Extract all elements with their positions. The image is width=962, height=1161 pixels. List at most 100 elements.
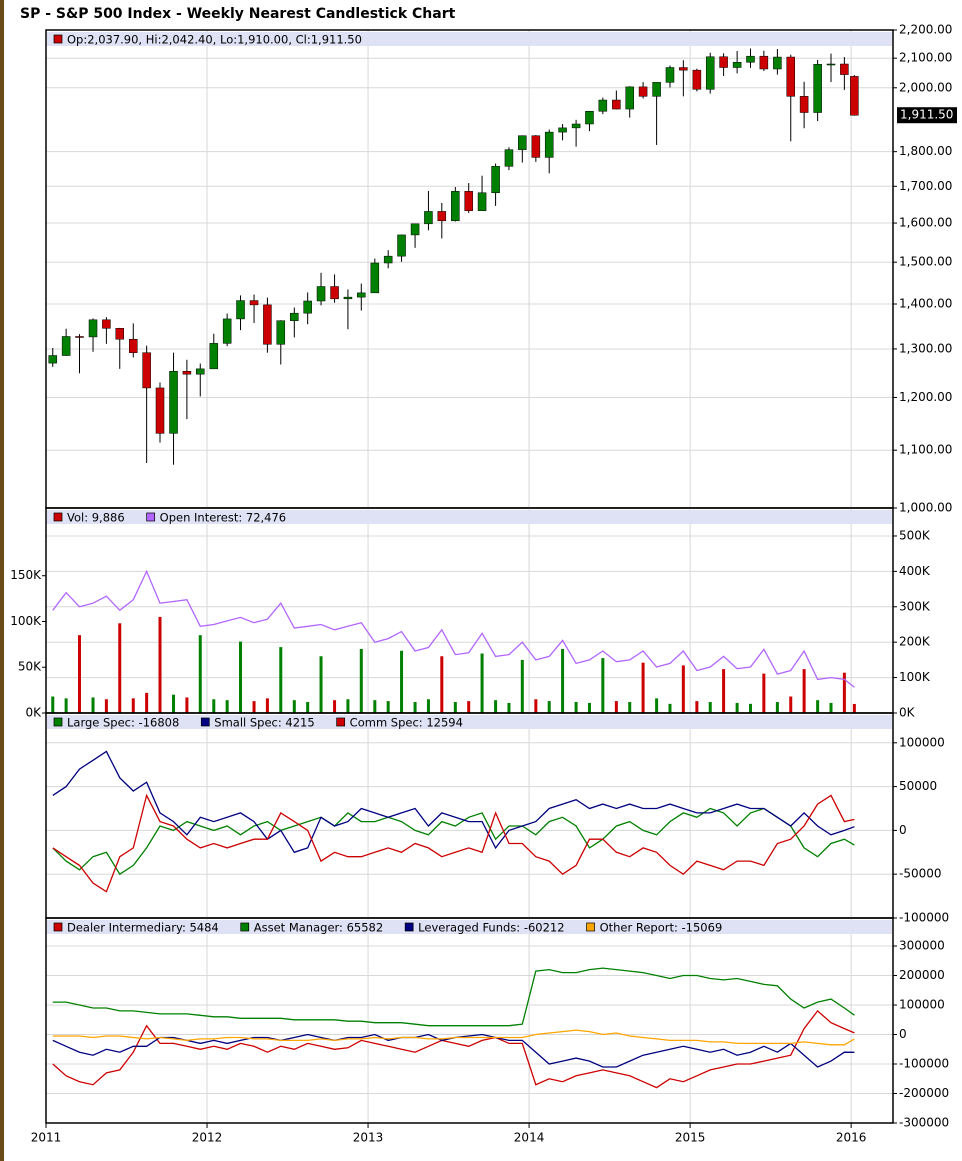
candle-body xyxy=(850,76,859,116)
legend-swatch xyxy=(53,512,63,522)
candle-body xyxy=(370,262,380,294)
y-tick-label: 500K xyxy=(899,528,931,542)
y-tick-label: 300000 xyxy=(899,939,945,953)
y-tick-label: 1,600.00 xyxy=(899,216,952,230)
candle-body xyxy=(799,96,809,113)
candle-body xyxy=(343,296,353,300)
legend-label: Small Spec: 4215 xyxy=(214,716,314,730)
volume-bar xyxy=(225,700,229,713)
candle-body xyxy=(61,336,71,356)
y-tick-label: 100K xyxy=(10,614,42,628)
candle-body xyxy=(316,286,326,302)
volume-bar xyxy=(762,673,766,713)
volume-bar xyxy=(695,701,699,713)
candle-body xyxy=(544,131,554,158)
y-tick-label: 50000 xyxy=(899,779,937,793)
candle-body xyxy=(826,63,836,66)
volume-bar xyxy=(131,698,135,713)
legend-swatch xyxy=(336,717,346,727)
volume-bar xyxy=(279,647,283,713)
legend-swatch xyxy=(53,922,63,932)
volume-bar xyxy=(145,692,149,713)
volume-bar xyxy=(829,702,833,713)
legend-label: Open Interest: 72,476 xyxy=(160,511,286,525)
legend-swatch xyxy=(146,512,156,522)
legend-swatch xyxy=(53,717,63,727)
volume-bar xyxy=(426,699,430,713)
candle-body xyxy=(48,355,58,364)
volume-bar xyxy=(816,700,820,713)
legend-swatch xyxy=(404,922,414,932)
y-tick-label: 1,800.00 xyxy=(899,144,952,158)
candle-body xyxy=(75,336,84,338)
candle-body xyxy=(129,338,138,353)
y-tick-label: 50K xyxy=(18,660,42,674)
candle-body xyxy=(451,191,460,222)
series-line xyxy=(52,793,855,893)
candle-body xyxy=(357,292,366,298)
volume-bar xyxy=(440,656,444,713)
volume-bar xyxy=(842,672,846,713)
legend-label: Other Report: -15069 xyxy=(600,921,723,935)
y-tick-label: 2,000.00 xyxy=(899,80,952,94)
volume-bar xyxy=(681,665,685,713)
legend-label: Op:2,037.90, Hi:2,042.40, Lo:1,910.00, C… xyxy=(67,33,362,47)
candle-body xyxy=(397,234,406,257)
chart-title: SP - S&P 500 Index - Weekly Nearest Cand… xyxy=(20,6,456,22)
y-tick-label: -300000 xyxy=(899,1116,949,1130)
candle-body xyxy=(598,99,608,112)
legend-label: Leveraged Funds: -60212 xyxy=(418,921,564,935)
candle-body xyxy=(759,55,769,70)
candle-body xyxy=(773,56,782,70)
candle-body xyxy=(290,312,299,321)
candle-body xyxy=(169,371,178,434)
volume-bar xyxy=(561,648,565,713)
last-price-label: 1,911.50 xyxy=(900,108,953,122)
volume-bar xyxy=(77,635,81,713)
y-tick-label: 1,700.00 xyxy=(899,179,952,193)
volume-bar xyxy=(212,699,216,713)
volume-bar xyxy=(494,700,498,713)
volume-bar xyxy=(655,698,659,713)
y-tick-label: 100K xyxy=(899,670,931,684)
y-tick-label: 0K xyxy=(899,706,916,720)
candle-body xyxy=(504,149,514,167)
legend-label: Large Spec: -16808 xyxy=(67,716,179,730)
candle-body xyxy=(424,211,433,225)
last-price-box xyxy=(897,107,957,124)
candle-body xyxy=(571,123,581,129)
legend-swatch xyxy=(53,34,63,44)
panel-frame xyxy=(45,917,894,1124)
volume-bar xyxy=(386,701,390,713)
candle-body xyxy=(477,192,487,211)
candle-body xyxy=(840,63,849,75)
candle-body xyxy=(182,371,192,375)
legend-label: Dealer Intermediary: 5484 xyxy=(67,921,219,935)
volume-bar xyxy=(185,697,189,713)
candle-body xyxy=(383,255,393,264)
candle-body xyxy=(437,211,447,222)
volume-bar xyxy=(373,700,377,713)
series-line xyxy=(52,1029,855,1046)
candle-body xyxy=(558,127,567,133)
marks xyxy=(52,967,855,1089)
volume-bar xyxy=(628,702,632,713)
candle-body xyxy=(705,56,715,90)
y-tick-label: 2,100.00 xyxy=(899,51,952,65)
volume-bar xyxy=(319,656,323,713)
candle-body xyxy=(236,300,245,320)
x-tick-label: 2016 xyxy=(836,1131,867,1145)
volume-bar xyxy=(91,697,95,713)
y-tick-label: 150K xyxy=(10,568,42,582)
candle-body xyxy=(303,300,312,314)
legend-strip xyxy=(47,715,892,729)
volume-bar xyxy=(359,648,363,713)
candle-body xyxy=(638,86,648,97)
y-tick-label: 200K xyxy=(899,635,931,649)
volume-bar xyxy=(306,702,310,713)
candle-body xyxy=(102,319,111,329)
volume-bar xyxy=(641,662,645,713)
marks xyxy=(51,569,856,713)
volume-bar xyxy=(789,696,793,713)
